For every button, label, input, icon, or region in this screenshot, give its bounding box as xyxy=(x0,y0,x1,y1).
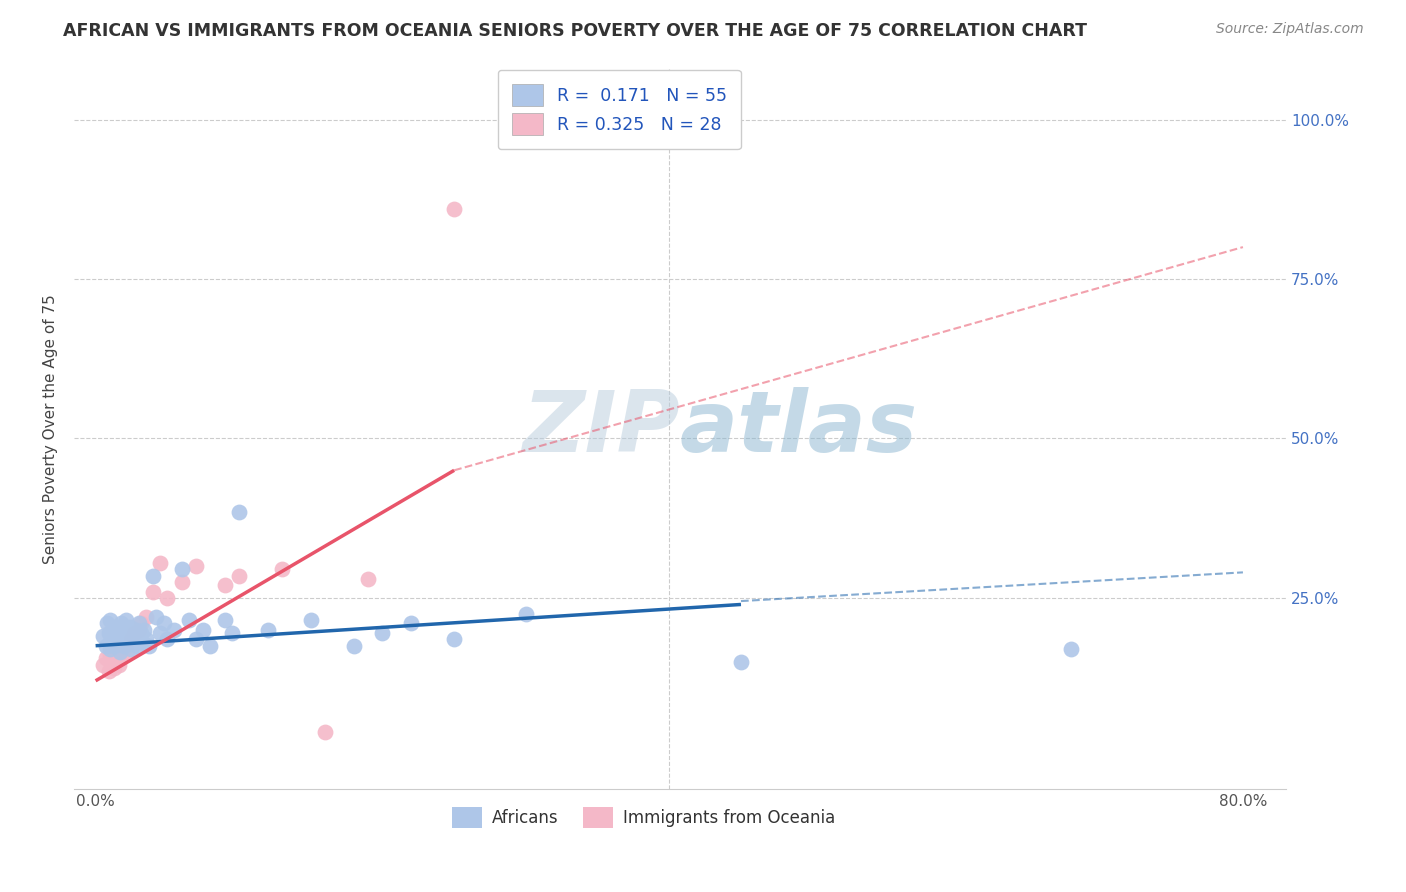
Point xyxy=(184,632,207,647)
Text: Source: ZipAtlas.com: Source: ZipAtlas.com xyxy=(1216,22,1364,37)
Point xyxy=(114,613,136,627)
Point xyxy=(228,568,250,582)
Text: ZIP: ZIP xyxy=(523,387,681,470)
Point xyxy=(221,626,243,640)
Point xyxy=(343,639,366,653)
Point xyxy=(110,616,132,631)
Point xyxy=(103,661,125,675)
Point xyxy=(149,556,172,570)
Point xyxy=(103,639,125,653)
Point xyxy=(127,639,149,653)
Point xyxy=(371,626,394,640)
Point xyxy=(191,623,214,637)
Point xyxy=(177,613,200,627)
Text: AFRICAN VS IMMIGRANTS FROM OCEANIA SENIORS POVERTY OVER THE AGE OF 75 CORRELATIO: AFRICAN VS IMMIGRANTS FROM OCEANIA SENIO… xyxy=(63,22,1087,40)
Point xyxy=(132,635,155,649)
Point xyxy=(91,629,114,643)
Point xyxy=(163,623,186,637)
Point xyxy=(98,641,121,656)
Point xyxy=(135,610,157,624)
Point xyxy=(214,578,236,592)
Point xyxy=(138,639,160,653)
Point xyxy=(98,613,121,627)
Point xyxy=(117,635,139,649)
Point xyxy=(314,724,336,739)
Point xyxy=(108,645,131,659)
Point xyxy=(97,626,120,640)
Point xyxy=(104,619,127,633)
Point xyxy=(91,657,114,672)
Point xyxy=(122,626,145,640)
Point xyxy=(170,562,193,576)
Point xyxy=(142,584,165,599)
Point xyxy=(443,202,465,216)
Point xyxy=(115,645,138,659)
Point xyxy=(107,626,129,640)
Point xyxy=(125,623,148,637)
Point xyxy=(107,657,129,672)
Point xyxy=(101,655,124,669)
Legend: Africans, Immigrants from Oceania: Africans, Immigrants from Oceania xyxy=(446,800,842,835)
Point xyxy=(170,574,193,589)
Point xyxy=(101,623,124,637)
Point xyxy=(443,632,465,647)
Point xyxy=(256,623,278,637)
Point xyxy=(120,632,142,647)
Point xyxy=(357,572,380,586)
Point xyxy=(94,639,117,653)
Point xyxy=(730,655,752,669)
Point xyxy=(271,562,294,576)
Point xyxy=(124,632,146,647)
Point xyxy=(228,505,250,519)
Point xyxy=(96,616,118,631)
Point xyxy=(110,632,132,647)
Y-axis label: Seniors Poverty Over the Age of 75: Seniors Poverty Over the Age of 75 xyxy=(44,294,58,564)
Point xyxy=(142,568,165,582)
Point xyxy=(156,591,179,605)
Point xyxy=(124,626,146,640)
Point xyxy=(214,613,236,627)
Point xyxy=(112,639,135,653)
Point xyxy=(104,645,127,659)
Point xyxy=(1060,641,1083,656)
Point xyxy=(128,623,150,637)
Point xyxy=(184,559,207,574)
Point xyxy=(105,635,128,649)
Point xyxy=(112,641,135,656)
Point xyxy=(118,619,141,633)
Point xyxy=(97,664,120,678)
Point xyxy=(120,641,142,656)
Point xyxy=(100,632,122,647)
Text: atlas: atlas xyxy=(681,387,918,470)
Point xyxy=(111,623,134,637)
Point xyxy=(299,613,322,627)
Point xyxy=(153,616,176,631)
Point xyxy=(94,651,117,665)
Point xyxy=(134,623,156,637)
Point xyxy=(149,626,172,640)
Point xyxy=(145,610,167,624)
Point xyxy=(115,629,138,643)
Point xyxy=(105,651,128,665)
Point xyxy=(98,648,121,663)
Point xyxy=(156,632,179,647)
Point xyxy=(135,632,157,647)
Point xyxy=(515,607,537,621)
Point xyxy=(399,616,422,631)
Point xyxy=(131,626,153,640)
Point xyxy=(131,616,153,631)
Point xyxy=(200,639,222,653)
Point xyxy=(110,648,132,663)
Point xyxy=(128,616,150,631)
